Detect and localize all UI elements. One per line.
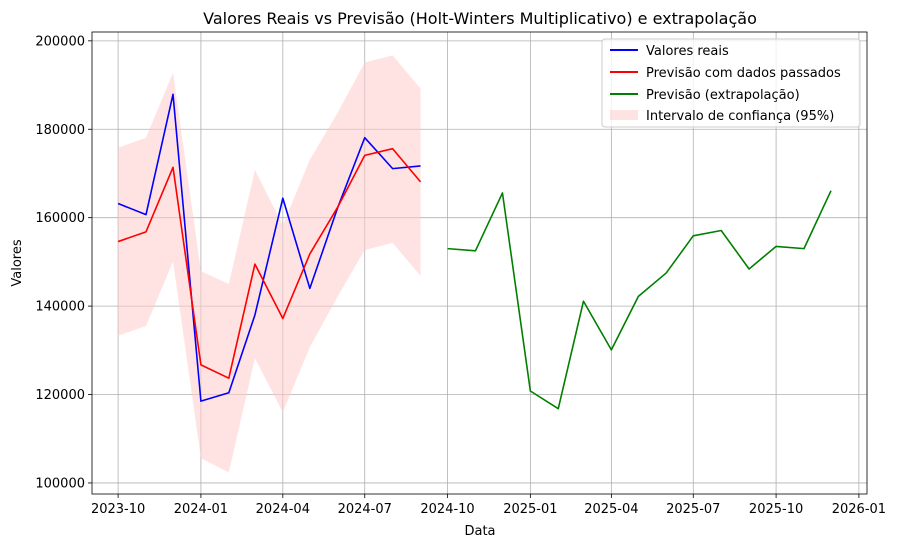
legend-label-intervalo: Intervalo de confiança (95%) [646, 109, 834, 124]
x-tick-label: 2024-04 [256, 502, 310, 517]
x-axis-label: Data [464, 524, 495, 539]
legend-box [601, 38, 861, 128]
y-tick-label: 100000 [35, 476, 85, 491]
x-tick-label: 2026-01 [832, 502, 886, 517]
x-tick-label: 2025-04 [584, 502, 638, 517]
legend-label-extrapolacao: Previsão (extrapolação) [646, 88, 800, 103]
x-tick-label: 2025-01 [503, 502, 557, 517]
x-tick-label: 2023-10 [91, 502, 145, 517]
x-tick-label: 2025-10 [749, 502, 803, 517]
legend: Valores reais Previsão com dados passado… [601, 38, 861, 128]
series-line-2 [447, 190, 832, 410]
series-line-1 [117, 147, 422, 379]
y-axis: 100000 120000 140000 160000 180000 200000 [35, 34, 92, 491]
x-tick-label: 2024-10 [420, 502, 474, 517]
legend-swatch-intervalo [610, 110, 638, 120]
confidence-band [118, 55, 421, 473]
y-tick-label: 140000 [35, 300, 85, 315]
x-tick-label: 2024-07 [338, 502, 392, 517]
y-tick-label: 180000 [35, 123, 85, 138]
y-tick-label: 200000 [35, 34, 85, 49]
y-tick-label: 120000 [35, 388, 85, 403]
x-tick-label: 2025-07 [666, 502, 720, 517]
series-lines [117, 93, 832, 410]
chart-title: Valores Reais vs Previsão (Holt-Winters … [203, 9, 757, 28]
y-tick-label: 160000 [35, 211, 85, 226]
y-axis-label: Valores [10, 239, 25, 286]
series-line-0 [117, 93, 421, 402]
x-tick-label: 2024-01 [174, 502, 228, 517]
legend-label-valores-reais: Valores reais [646, 44, 729, 59]
plot-frame [91, 31, 868, 495]
legend-label-previsao: Previsão com dados passados [646, 66, 841, 81]
confidence-band-area [118, 55, 421, 473]
x-axis: 2023-10 2024-01 2024-04 2024-07 2024-10 2025-… [91, 494, 886, 517]
